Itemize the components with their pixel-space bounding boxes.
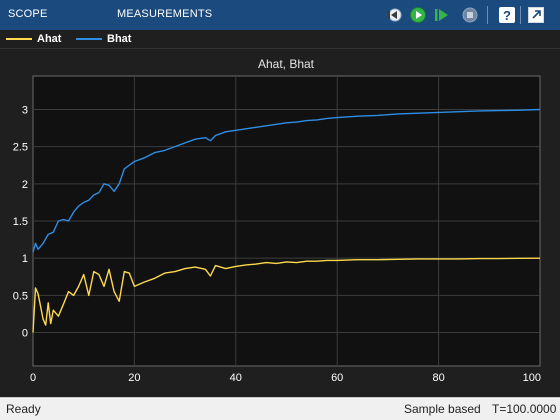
step-back-icon (388, 8, 402, 22)
status-time: T=100.0000 (492, 402, 557, 416)
run-button[interactable] (408, 5, 428, 25)
help-button[interactable]: ? (497, 5, 517, 25)
plot-panel: Ahat, Bhat 0 0.5 1 1.5 2 2.5 3 0 20 40 60 80 100 (0, 49, 560, 397)
step-back-button[interactable] (384, 5, 404, 25)
legend-label-ahat: Ahat (37, 33, 62, 45)
x-tick-label: 60 (331, 372, 343, 384)
run-icon (410, 7, 426, 23)
y-tick-label: 0.5 (13, 290, 28, 302)
tab-scope[interactable]: SCOPE (8, 8, 48, 20)
status-bar: Ready Sample based T=100.0000 (0, 397, 560, 420)
series-line-bhat (32, 108, 541, 253)
tab-measurements[interactable]: MEASUREMENTS (117, 8, 213, 20)
help-icon: ? (499, 7, 515, 23)
x-tick-label: 80 (432, 372, 444, 384)
legend-label-bhat: Bhat (107, 33, 132, 45)
legend-swatch-ahat (6, 38, 32, 40)
stop-icon (462, 7, 478, 23)
y-tick-label: 2 (22, 179, 28, 191)
y-tick-labels: 0 0.5 1 1.5 2 2.5 3 (13, 104, 28, 339)
y-tick-label: 0 (22, 328, 28, 340)
legend-bar: Ahat Bhat (0, 30, 560, 49)
step-forward-button[interactable] (432, 5, 452, 25)
scope-chart[interactable]: Ahat, Bhat 0 0.5 1 1.5 2 2.5 3 0 20 40 60 80 100 (0, 49, 560, 397)
y-tick-label: 1 (22, 253, 28, 265)
x-tick-labels: 0 20 40 60 80 100 (30, 372, 541, 384)
undock-icon (528, 7, 544, 23)
step-forward-icon (435, 9, 448, 21)
series-lines (32, 108, 541, 333)
grid-lines (33, 76, 540, 366)
status-sample-mode: Sample based (404, 402, 481, 416)
y-tick-label: 1.5 (13, 216, 28, 228)
x-tick-label: 20 (128, 372, 140, 384)
scope-toolstrip: SCOPE MEASUREMENTS ? (0, 0, 560, 30)
x-tick-label: 40 (230, 372, 242, 384)
y-tick-label: 2.5 (13, 142, 28, 154)
undock-button[interactable] (526, 5, 546, 25)
x-tick-label: 100 (523, 372, 541, 384)
legend-item-ahat[interactable]: Ahat (6, 32, 61, 46)
svg-text:?: ? (503, 8, 511, 23)
legend-item-bhat[interactable]: Bhat (76, 32, 131, 46)
x-tick-label: 0 (30, 372, 36, 384)
chart-title: Ahat, Bhat (258, 57, 315, 71)
series-line-ahat (32, 257, 541, 333)
status-ready: Ready (6, 402, 41, 416)
stop-button[interactable] (460, 5, 480, 25)
y-tick-label: 3 (22, 104, 28, 116)
legend-swatch-bhat (76, 38, 102, 40)
